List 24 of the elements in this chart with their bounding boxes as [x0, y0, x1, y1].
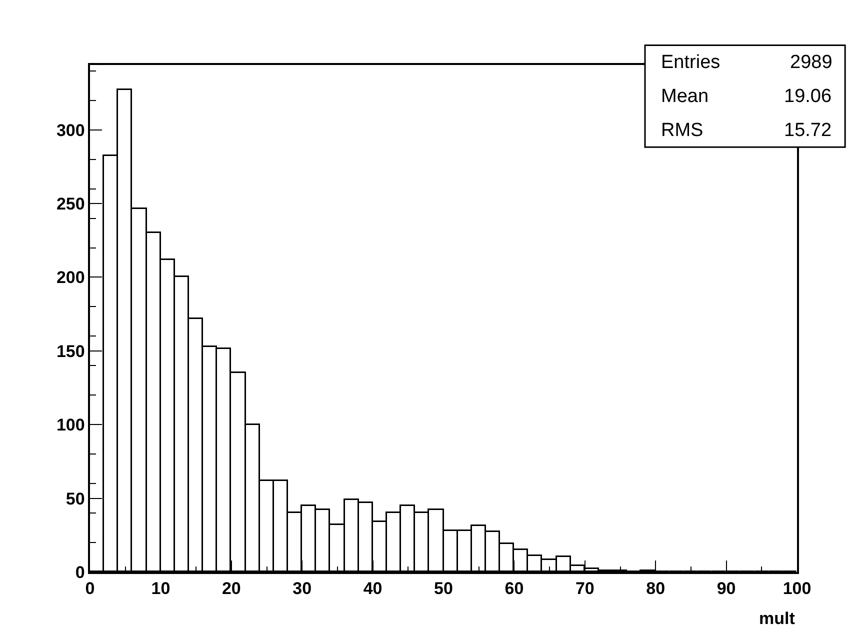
y-tick-label: 100: [56, 416, 85, 435]
x-tick-label: 20: [222, 579, 241, 598]
x-tick-label: 30: [292, 579, 312, 598]
x-tick-label: 40: [363, 579, 382, 598]
y-tick-label: 200: [56, 268, 85, 288]
y-tick-label: 0: [75, 562, 85, 582]
x-tick-label: 60: [504, 579, 524, 598]
x-tick-label: 80: [646, 579, 666, 598]
x-tick-label: 70: [575, 579, 594, 598]
annotation: 15.72: [784, 120, 832, 141]
x-tick-label: 10: [151, 579, 170, 598]
annotation: 19.06: [784, 86, 832, 107]
x-tick-label: 100: [782, 579, 812, 598]
y-tick-label: 50: [66, 489, 85, 508]
x-tick-label: 90: [716, 579, 736, 598]
annotation: Mean: [661, 86, 709, 107]
annotation: 2989: [790, 52, 832, 73]
x-axis-title: mult: [759, 609, 796, 628]
y-tick-label: 300: [56, 120, 85, 140]
y-tick-label: 250: [56, 194, 85, 214]
x-tick-label: 50: [434, 579, 453, 598]
y-tick-label: 150: [56, 342, 85, 361]
annotation: RMS: [661, 120, 704, 141]
annotation: Entries: [661, 52, 720, 73]
